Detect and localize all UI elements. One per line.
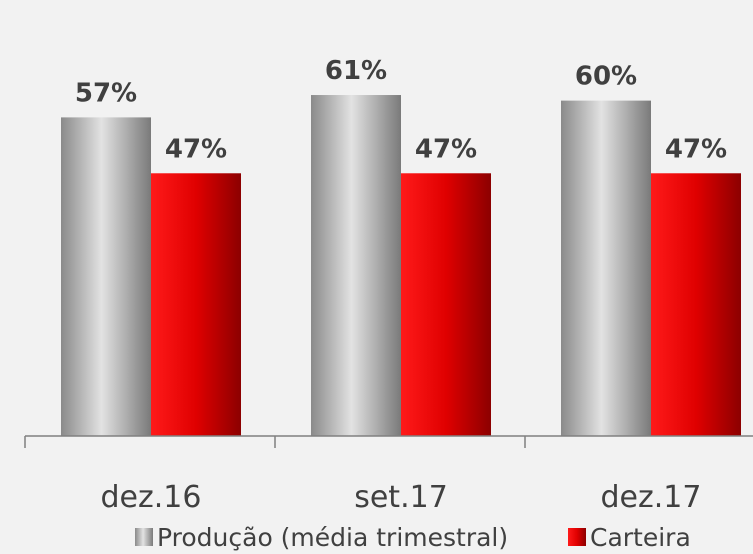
bar-carteira-set-17	[401, 173, 491, 437]
value-label: 57%	[75, 78, 137, 108]
legend-label-producao: Produção (média trimestral)	[157, 523, 508, 552]
bar-producao-set-17	[311, 95, 401, 437]
value-label: 47%	[665, 134, 727, 164]
bar-producao-dez-17	[561, 100, 651, 436]
value-label: 61%	[325, 56, 387, 86]
value-label: 47%	[415, 134, 477, 164]
legend-label-carteira: Carteira	[590, 523, 691, 552]
value-label: 60%	[575, 62, 637, 92]
legend: Produção (média trimestral) Carteira	[135, 523, 691, 552]
legend-swatch-producao	[135, 528, 153, 546]
bar-carteira-dez-16	[151, 173, 241, 437]
value-label: 47%	[165, 134, 227, 164]
bar-carteira-dez-17	[651, 173, 741, 437]
bar-producao-dez-16	[61, 117, 151, 436]
category-label: dez.16	[101, 480, 202, 515]
legend-swatch-carteira	[568, 528, 586, 546]
x-axis	[24, 435, 753, 448]
category-label: dez.17	[601, 480, 702, 515]
category-label: set.17	[354, 480, 448, 515]
